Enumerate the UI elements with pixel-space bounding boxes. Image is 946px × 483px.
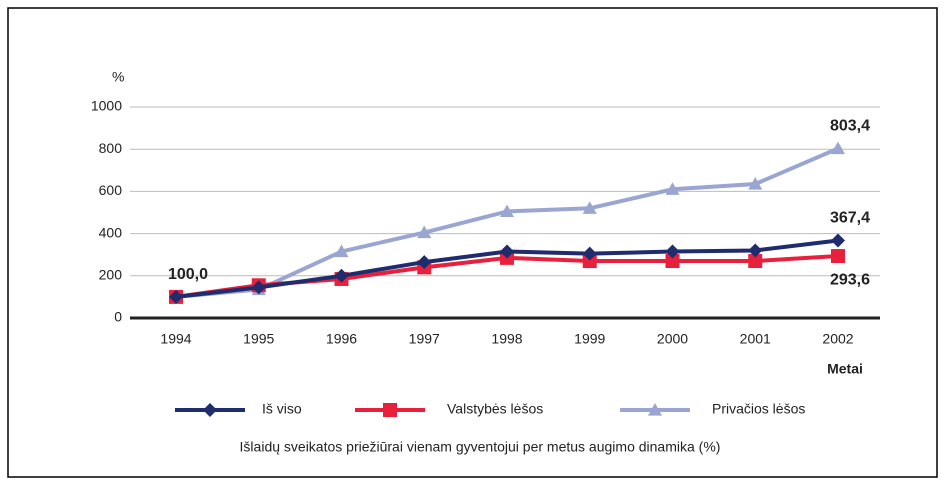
x-tick-label: 1999 [574,331,605,347]
legend-marker [203,403,217,417]
marker [665,244,680,259]
legend-label: Iš viso [262,401,302,417]
marker [417,225,432,239]
marker [417,255,432,270]
marker [582,246,597,261]
value-label: 100,0 [168,266,208,283]
marker [831,141,845,155]
marker [582,201,597,214]
x-tick-label: 2001 [740,331,771,347]
y-tick-label: 200 [99,267,123,283]
marker [582,254,597,269]
value-label: 293,6 [830,271,870,288]
frame [7,7,938,478]
chart-title: Išlaidų sveikatos priežiūrai vienam gyve… [240,439,721,455]
marker [748,243,763,258]
marker [748,177,763,190]
marker [665,254,680,269]
y-axis-label: % [112,69,124,85]
marker [748,254,763,269]
x-tick-label: 1996 [326,331,357,347]
value-label: 803,4 [830,118,870,135]
y-tick-label: 1000 [91,98,122,114]
marker [665,182,680,195]
marker [500,244,514,259]
x-tick-label: 1998 [491,331,522,347]
y-tick-label: 800 [99,140,123,156]
y-tick-label: 400 [99,224,123,240]
series-line [175,146,839,299]
legend-label: Privačios lėšos [712,401,805,417]
marker [334,268,349,283]
legend-label: Valstybės lėšos [447,401,543,417]
x-tick-label: 1997 [409,331,440,347]
marker [831,233,845,248]
x-tick-label: 2002 [822,331,853,347]
marker [500,204,514,218]
y-tick-label: 0 [114,309,122,325]
value-label: 367,4 [830,210,870,227]
marker [831,249,845,264]
marker [334,244,349,258]
x-tick-label: 2000 [657,331,688,347]
y-tick-label: 600 [99,182,123,198]
legend-marker [648,403,662,416]
x-tick-label: 1995 [243,331,274,347]
marker [169,289,183,304]
x-tick-label: 1994 [160,331,191,347]
marker [251,280,266,295]
legend-marker [383,403,397,417]
x-axis-label: Metai [827,361,863,377]
